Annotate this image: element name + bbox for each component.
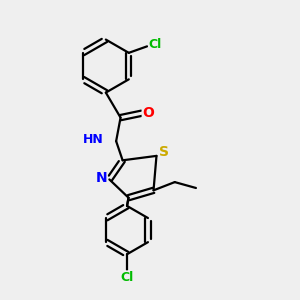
Text: HN: HN: [83, 133, 104, 146]
Text: Cl: Cl: [149, 38, 162, 51]
Text: O: O: [142, 106, 154, 120]
Text: S: S: [159, 146, 169, 159]
Text: N: N: [95, 171, 107, 185]
Text: Cl: Cl: [120, 271, 134, 284]
